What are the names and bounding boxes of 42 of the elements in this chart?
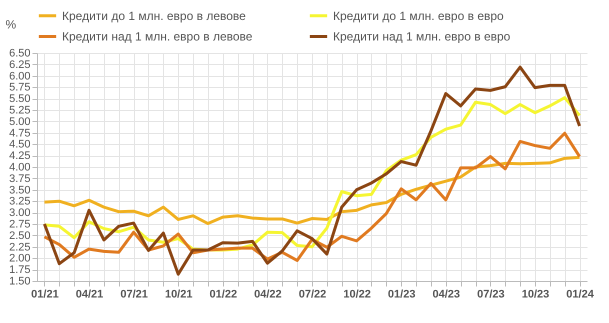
y-tick-label: 4.75 <box>9 127 30 140</box>
x-tick-label: 04/22 <box>254 288 282 300</box>
x-tick-label: 04/23 <box>432 288 460 300</box>
y-tick-label: 2.00 <box>9 252 30 265</box>
y-tick-label: 6.00 <box>9 70 30 82</box>
legend-label: Кредити до 1 млн. евро в евро <box>333 8 504 23</box>
x-tick-label: 01/24 <box>566 288 595 300</box>
y-tick-label: 3.00 <box>9 207 30 220</box>
y-tick-label: 5.75 <box>9 82 30 94</box>
y-tick-label: 3.50 <box>9 184 30 196</box>
y-tick-label: 3.75 <box>9 172 30 185</box>
y-tick-label: 1.75 <box>9 264 30 276</box>
y-tick-label: 4.25 <box>9 150 30 162</box>
line-series <box>42 156 582 226</box>
y-tick-label: 1.50 <box>9 276 30 288</box>
y-tick-label: 5.25 <box>9 104 30 116</box>
x-tick-label: 10/22 <box>343 288 371 300</box>
x-tick-label: 04/21 <box>76 288 104 300</box>
y-tick-label: 6.25 <box>9 58 30 71</box>
legend-label: Кредити над 1 млн. евро в левове <box>62 30 253 44</box>
line-series <box>42 66 582 276</box>
y-tick-label: 2.50 <box>9 230 30 242</box>
x-tick-label: 07/22 <box>298 288 326 300</box>
x-tick-label: 01/23 <box>388 288 416 300</box>
line-series <box>42 132 582 262</box>
legend-label: Кредити до 1 млн. евро в левове <box>62 8 246 23</box>
x-tick-label: 07/23 <box>477 288 505 300</box>
y-axis-title: % <box>6 18 16 32</box>
y-tick-label: 2.25 <box>9 241 30 254</box>
legend-label: Кредити над 1 млн. евро в евро <box>333 30 511 44</box>
x-tick-label: 10/23 <box>522 288 550 300</box>
y-tick-label: 6.50 <box>9 48 30 60</box>
x-tick-label: 01/21 <box>31 288 59 300</box>
x-tick-label: 01/22 <box>210 288 238 300</box>
y-tick-label: 4.00 <box>9 162 30 174</box>
y-tick-label: 4.50 <box>9 138 30 151</box>
y-tick-label: 3.25 <box>9 196 30 208</box>
y-tick-label: 5.50 <box>9 93 30 106</box>
y-tick-label: 2.75 <box>9 218 30 230</box>
x-tick-label: 10/21 <box>164 288 192 300</box>
y-tick-label: 5.00 <box>9 116 30 128</box>
x-tick-label: 07/21 <box>120 288 148 300</box>
